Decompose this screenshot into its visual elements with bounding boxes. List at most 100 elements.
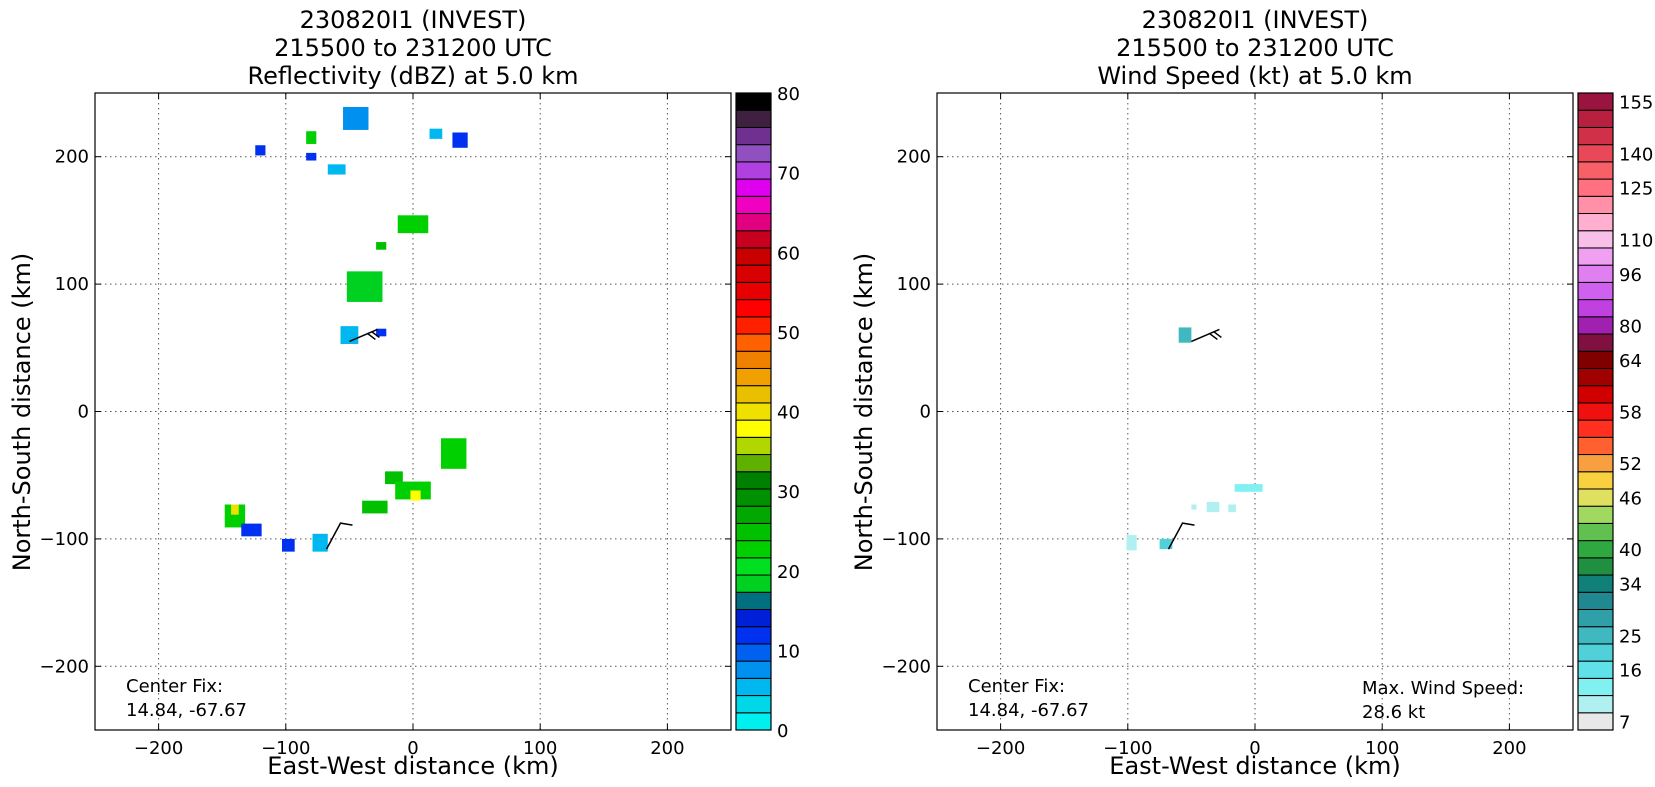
colorbar-segment [1577,660,1614,679]
y-tick-label: 0 [920,402,931,423]
colorbar-segment [735,454,772,473]
colorbar-tick-label: 58 [1619,403,1642,424]
chart-title-line-1: 230820I1 (INVEST) [300,6,527,34]
echo-cluster [362,500,388,514]
colorbar-segment [735,316,772,335]
colorbar-segment [735,144,772,163]
center-fix-value: 14.84, -67.67 [968,700,1089,721]
wind-cluster [1228,504,1236,513]
colorbar-segment [735,505,772,524]
echo-cluster [306,152,317,161]
x-tick-label: 100 [1365,738,1399,759]
chart-title-line-2: 215500 to 231200 UTC [274,34,552,62]
colorbar-frame [735,92,772,731]
wind-barb [325,522,353,550]
axis-ticks: −200 −100 0 100 200 −200 −100 0 100 200 [40,93,731,759]
colorbar-segment [735,402,772,421]
colorbar-segment [1577,126,1614,146]
wind-speed-layer [937,93,1573,730]
y-tick-label: −200 [40,656,89,677]
colorbar-tick-label: 70 [777,164,800,185]
colorbar-segment [1577,161,1614,180]
colorbar-segment [1577,677,1614,697]
colorbar-segment [1577,540,1614,559]
colorbar-tick-label: 140 [1619,144,1653,165]
colorbar-segment [735,419,772,438]
colorbar-segment [1577,522,1614,542]
wind-cluster [1206,501,1220,513]
chart-title-line-2: 215500 to 231200 UTC [1116,34,1394,62]
colorbar-segment [1577,488,1614,507]
colorbar-segment [1577,712,1614,731]
x-tick-label: 200 [650,738,684,759]
colorbar-tick-label: 80 [777,84,800,105]
echo-cluster [385,471,403,485]
echo-cluster [410,490,421,501]
colorbar-segment [1577,454,1614,473]
colorbar-segment [735,643,772,662]
colorbar-tick-label: 125 [1619,179,1653,200]
y-tick-label: 200 [897,147,931,168]
colorbar-segment [735,299,772,318]
x-tick-label: 0 [1249,738,1260,759]
colorbar-segment [735,540,772,559]
x-axis-label: East-West distance (km) [1109,752,1400,780]
colorbar-tick-label: 52 [1619,454,1642,475]
colorbar-tick-label: 7 [1619,712,1630,733]
colorbar-tick-label: 34 [1619,575,1642,596]
reflectivity-colorbar: 0 10 20 30 40 50 60 70 80 [735,84,800,742]
colorbar-tick-label: 10 [777,641,800,662]
echo-cluster [343,107,369,130]
colorbar-tick-label: 0 [777,721,788,742]
echo-cluster [255,145,266,156]
colorbar-tick-label: 25 [1619,626,1642,647]
wind-cluster [1191,504,1197,510]
x-tick-label: −100 [261,738,310,759]
echo-cluster [440,438,467,469]
echo-cluster [346,271,383,302]
colorbar-segment [735,522,772,542]
colorbar-segment [1577,436,1614,456]
colorbar-segment [1577,264,1614,283]
colorbar-tick-label: 16 [1619,661,1642,682]
y-tick-label: 200 [55,147,89,168]
max-wind-speed-value: 28.6 kt [1362,702,1425,723]
wind-barb [349,328,380,343]
colorbar-tick-label: 40 [1619,540,1642,561]
wind-speed-panel: 230820I1 (INVEST) 215500 to 231200 UTC W… [850,6,1653,780]
colorbar-segment [735,126,772,146]
colorbar-segment [735,247,772,266]
echo-cluster [224,504,246,528]
reflectivity-panel: 230820I1 (INVEST) 215500 to 231200 UTC R… [8,6,800,780]
colorbar-segment [1577,402,1614,421]
colorbar-segment [735,471,772,490]
colorbar-segment [735,109,772,128]
colorbar-segment [1577,385,1614,404]
colorbar-segment [1577,626,1614,645]
colorbar-segment [735,626,772,645]
chart-title-line-3: Wind Speed (kt) at 5.0 km [1097,62,1412,90]
chart-title-line-3: Reflectivity (dBZ) at 5.0 km [248,62,579,90]
x-tick-label: −200 [976,738,1025,759]
y-tick-label: −100 [882,529,931,550]
colorbar-segment [735,660,772,679]
colorbar-segment [1577,557,1614,576]
colorbar-segment [1577,230,1614,249]
colorbar-segment [735,557,772,576]
colorbar-segment [1577,109,1614,128]
colorbar-segment [735,230,772,249]
colorbar-segment [1577,471,1614,490]
colorbar-segment [1577,213,1614,232]
colorbar-segment [735,574,772,593]
colorbar-tick-label: 96 [1619,265,1642,286]
x-tick-label: −200 [134,738,183,759]
colorbar-tick-label: 155 [1619,93,1653,114]
reflectivity-echo-layer [95,93,731,730]
echo-cluster [376,242,387,250]
colorbar-segment [1577,333,1614,352]
colorbar-segment [1577,591,1614,610]
center-fix-value: 14.84, -67.67 [126,700,247,721]
colorbar-segment [1577,92,1614,111]
wind-barb [1191,328,1222,343]
x-tick-label: 200 [1492,738,1526,759]
